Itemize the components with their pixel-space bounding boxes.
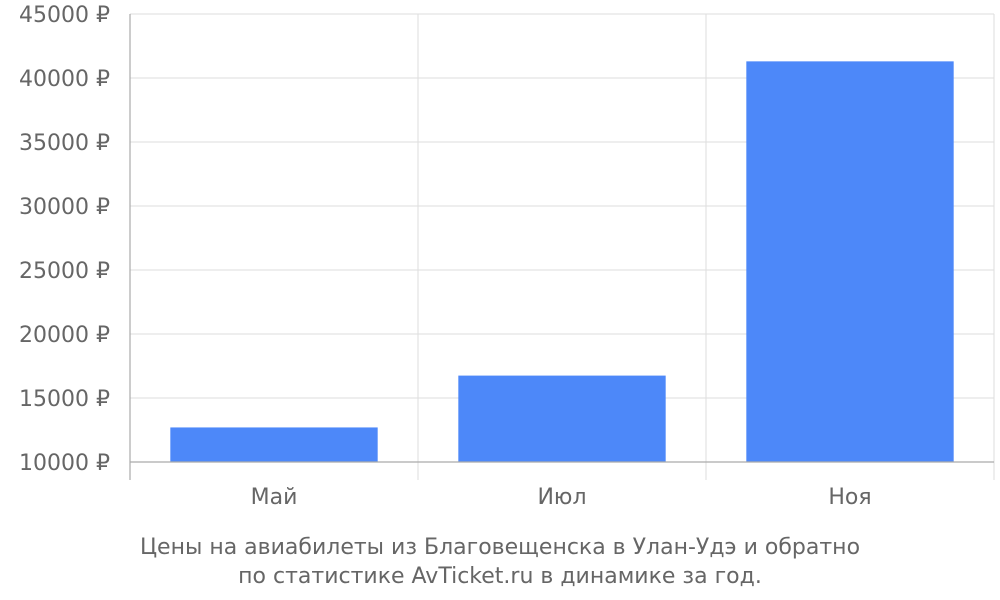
y-tick-label-4: 30000 ₽ — [19, 195, 110, 220]
chart-caption-line-2: по статистике AvTicket.ru в динамике за … — [238, 564, 762, 589]
x-tick-label-2: Ноя — [828, 485, 871, 510]
y-tick-label-6: 40000 ₽ — [19, 67, 110, 92]
x-axis-tick-labels: Май Июл Ноя — [251, 485, 872, 510]
chart-caption-line-1: Цены на авиабилеты из Благовещенска в Ул… — [139, 535, 861, 560]
bars — [170, 61, 954, 463]
y-tick-label-0: 10000 ₽ — [19, 451, 110, 476]
y-axis-tick-labels: 10000 ₽ 15000 ₽ 20000 ₽ 25000 ₽ 30000 ₽ 35000… — [19, 3, 110, 476]
x-tick-label-0: Май — [251, 485, 298, 510]
bar-1 — [458, 375, 666, 462]
grid-lines — [130, 13, 995, 480]
y-tick-label-5: 35000 ₽ — [19, 131, 110, 156]
bar-chart: 10000 ₽ 15000 ₽ 20000 ₽ 25000 ₽ 30000 ₽ 35000… — [19, 3, 995, 510]
y-tick-label-7: 45000 ₽ — [19, 3, 110, 28]
y-tick-label-3: 25000 ₽ — [19, 259, 110, 284]
bar-2 — [746, 61, 954, 463]
axes — [129, 14, 994, 480]
x-tick-label-1: Июл — [537, 485, 586, 510]
bar-0 — [170, 427, 378, 462]
y-tick-label-1: 15000 ₽ — [19, 387, 110, 412]
y-tick-label-2: 20000 ₽ — [19, 323, 110, 348]
